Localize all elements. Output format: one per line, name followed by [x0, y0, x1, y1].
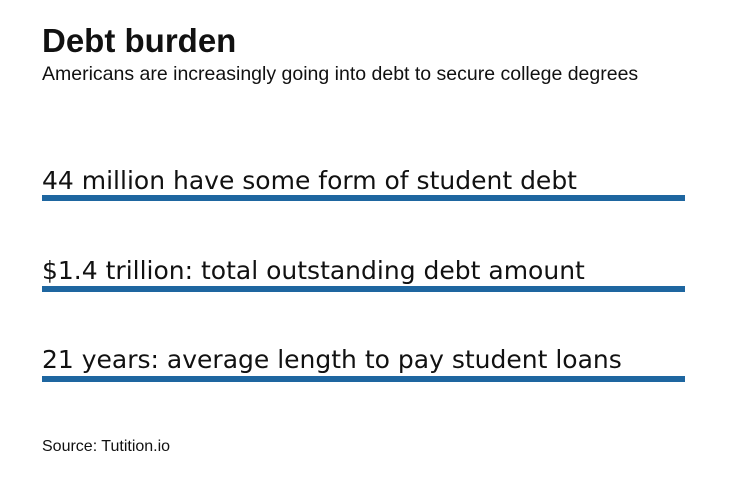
source-note: Source: Tutition.io — [42, 438, 171, 455]
stat-3-underline — [42, 376, 685, 382]
title: Debt burden — [42, 22, 237, 59]
stat-2: $1.4 trillion: total outstanding debt am… — [42, 256, 585, 285]
stat-3: 21 years: average length to pay student … — [42, 345, 622, 374]
stat-1-underline — [42, 195, 685, 201]
subtitle: Americans are increasingly going into de… — [42, 63, 639, 85]
stat-1: 44 million have some form of student deb… — [42, 166, 577, 195]
stat-2-underline — [42, 286, 685, 292]
